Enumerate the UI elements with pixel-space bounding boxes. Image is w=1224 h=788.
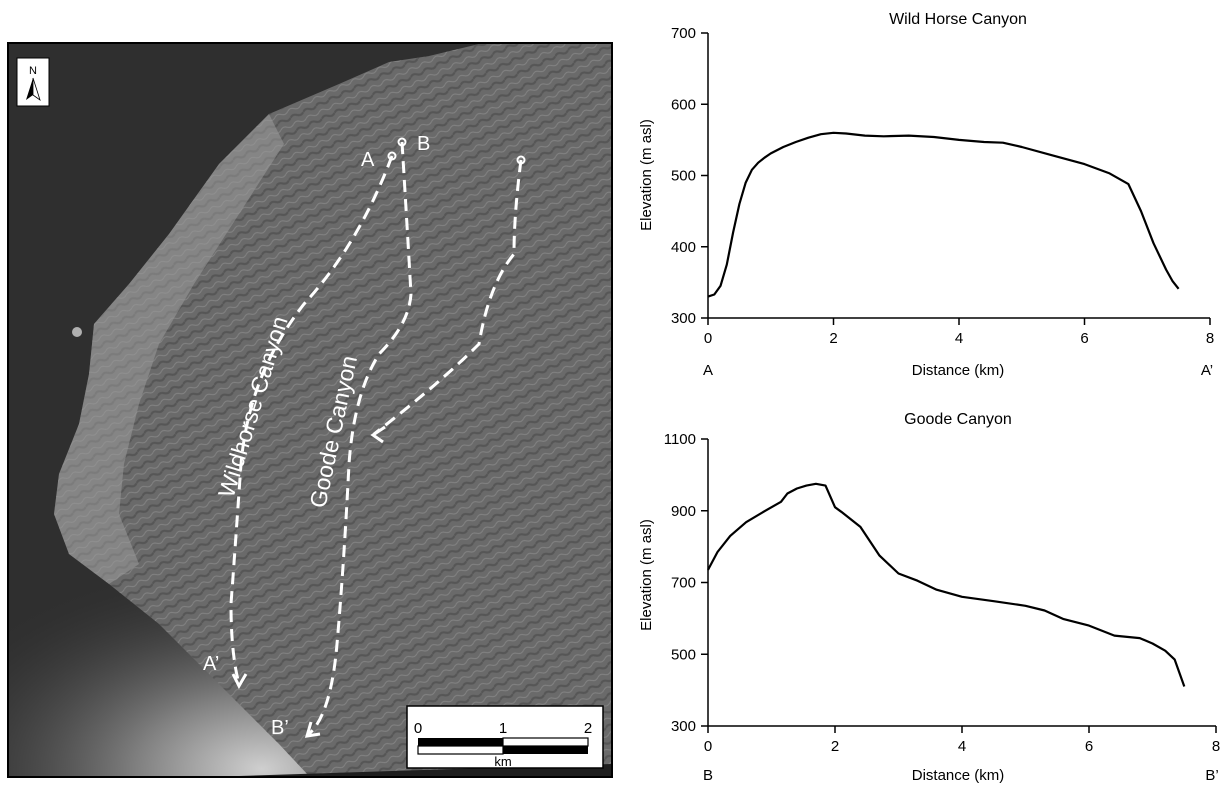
y-tick-label: 400: [671, 239, 696, 256]
scale-tick-2: 2: [584, 720, 592, 737]
x-tick-label: 2: [829, 330, 837, 347]
point-label-b: B: [417, 133, 430, 155]
north-arrow: N: [16, 57, 50, 107]
chart-title: Goode Canyon: [904, 411, 1012, 428]
chart-title: Wild Horse Canyon: [889, 11, 1027, 28]
route-goode-canyon: [304, 137, 413, 738]
elevation-profile-line: [707, 482, 1186, 687]
start-label: A: [703, 362, 713, 379]
y-axis-label: Elevation (m asl): [638, 119, 655, 231]
end-label: A’: [1201, 362, 1213, 379]
coastal-highlight: [54, 114, 284, 584]
y-axis-label: Elevation (m asl): [638, 519, 655, 631]
chart-wild-horse-canyon: Wild Horse Canyon Elevation (m asl) Dist…: [638, 11, 1214, 379]
north-label: N: [29, 65, 37, 77]
x-tick-label: 2: [831, 738, 839, 755]
x-axis-label: Distance (km): [912, 767, 1005, 784]
point-label-a-prime: A’: [203, 653, 219, 675]
start-label: B: [703, 767, 713, 784]
x-tick-label: 8: [1206, 330, 1214, 347]
route-wildhorse-canyon: [229, 151, 397, 690]
aerial-photo: A B A’ B’ Wildhorse Canyon Goode Canyon …: [9, 44, 611, 776]
x-tick-label: 8: [1212, 738, 1220, 755]
islet: [72, 327, 82, 337]
end-label: B’: [1205, 767, 1218, 784]
y-tick-label: 500: [671, 646, 696, 663]
y-tick-label: 300: [671, 310, 696, 327]
y-tick-label: 1100: [664, 431, 696, 448]
x-axis-label: Distance (km): [912, 362, 1005, 379]
route-tributary: [370, 155, 526, 444]
y-tick-label: 700: [671, 575, 696, 592]
x-tick-label: 0: [704, 330, 712, 347]
x-tick-label: 4: [955, 330, 963, 347]
elevation-profile-line: [707, 131, 1180, 298]
aerial-map-panel: A B A’ B’ Wildhorse Canyon Goode Canyon …: [7, 42, 613, 778]
y-tick-label: 600: [671, 96, 696, 113]
y-tick-label: 500: [671, 168, 696, 185]
point-label-a: A: [361, 149, 375, 171]
y-tick-label: 900: [671, 503, 696, 520]
scale-tick-1: 1: [499, 720, 507, 737]
chart-goode-canyon: Goode Canyon Elevation (m asl) Distance …: [638, 411, 1220, 784]
y-tick-label: 700: [671, 25, 696, 42]
x-tick-label: 6: [1085, 738, 1093, 755]
x-tick-label: 0: [704, 738, 712, 755]
scale-tick-0: 0: [414, 720, 422, 737]
y-tick-label: 300: [671, 718, 696, 735]
x-tick-label: 4: [958, 738, 966, 755]
scale-unit: km: [494, 754, 511, 769]
x-tick-label: 6: [1080, 330, 1088, 347]
scale-bar: 0 1 2 km: [406, 705, 604, 769]
point-label-b-prime: B’: [271, 717, 289, 739]
